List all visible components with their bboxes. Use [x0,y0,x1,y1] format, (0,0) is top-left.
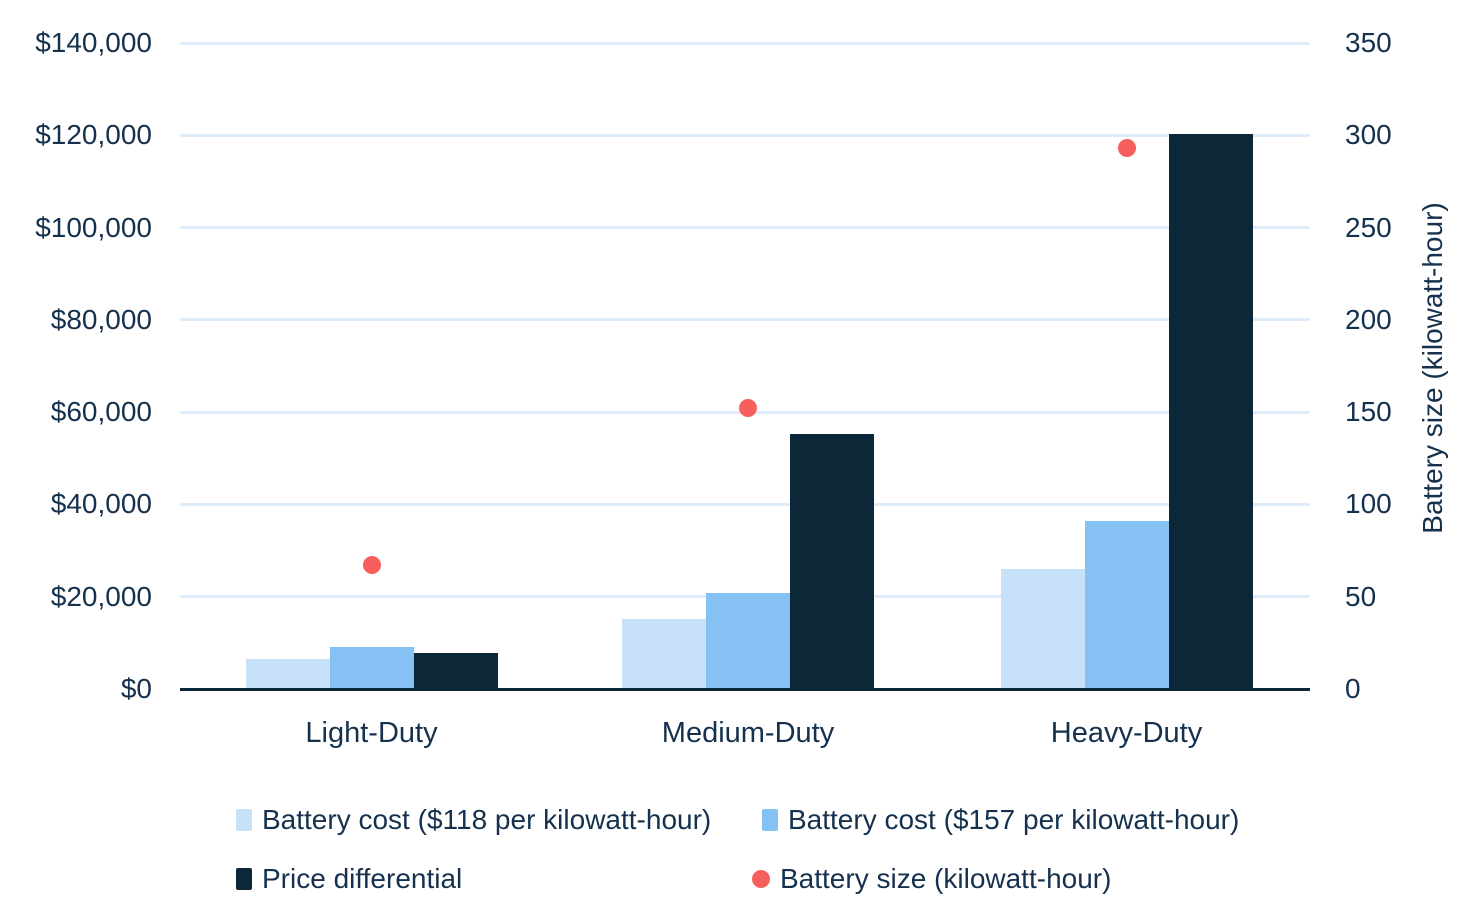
legend-item: Battery cost ($157 per kilowatt-hour) [762,804,1240,835]
left-axis-tick-label: $20,000 [50,580,152,612]
legend-circle-swatch [752,870,770,888]
bar-heavy-duty-series-1 [1000,569,1085,689]
left-axis-tick-label: $140,000 [35,27,152,58]
bar-light-duty-series-1 [245,658,330,689]
left-axis-tick-label: $60,000 [50,396,152,428]
right-axis-tick-label: 200 [1345,303,1392,335]
right-axis-tick-label: 50 [1345,580,1377,612]
right-axis-tick-label: 150 [1345,396,1392,428]
legend-square-swatch [236,809,252,831]
right-axis-tick-label: 0 [1345,673,1361,704]
bar-medium-duty-series-2 [706,593,790,689]
legend-item: Battery size (kilowatt-hour) [752,863,1112,894]
bar-light-duty-series-3 [413,652,498,689]
legend-square-swatch [236,868,252,890]
category-label-medium-duty: Medium-Duty [661,717,835,749]
right-axis-tick-label: 100 [1345,488,1392,520]
battery-size-dot-light-duty [362,556,381,575]
bar-medium-duty-series-3 [790,434,874,689]
battery-size-dot-heavy-duty [1117,139,1136,158]
bar-heavy-duty-series-2 [1084,520,1169,689]
right-axis-tick-label: 350 [1345,27,1392,58]
legend-label: Price differential [262,863,463,894]
left-axis-tick-label: $100,000 [35,211,152,243]
legend-label: Battery size (kilowatt-hour) [780,863,1112,894]
left-axis-tick-label: $80,000 [50,303,152,335]
legend-label: Battery cost ($157 per kilowatt-hour) [788,804,1240,835]
legend-item: Price differential [236,863,463,894]
bar-light-duty-series-2 [329,646,414,689]
gridline [180,318,1310,322]
bar-heavy-duty-series-3 [1168,134,1253,689]
category-label-light-duty: Light-Duty [305,717,438,749]
battery-size-dot-medium-duty [739,399,757,418]
bar-medium-duty-series-1 [622,619,706,689]
left-axis-tick-label: $120,000 [35,119,152,151]
category-label-heavy-duty: Heavy-Duty [1050,717,1203,749]
legend-square-swatch [762,809,778,831]
right-axis-tick-label: 250 [1345,211,1392,243]
gridline [180,502,1310,506]
gridline [180,226,1310,230]
right-axis-title: Battery size (kilowatt-hour) [1417,202,1448,534]
legend-item: Battery cost ($118 per kilowatt-hour) [236,804,712,835]
left-axis-tick-label: $40,000 [50,488,152,520]
x-axis-line [180,688,1310,691]
gridline [180,41,1310,45]
right-axis-tick-label: 300 [1345,119,1392,151]
legend-label: Battery cost ($118 per kilowatt-hour) [262,804,712,835]
left-axis-tick-label: $0 [120,673,152,704]
gridline [180,133,1310,137]
